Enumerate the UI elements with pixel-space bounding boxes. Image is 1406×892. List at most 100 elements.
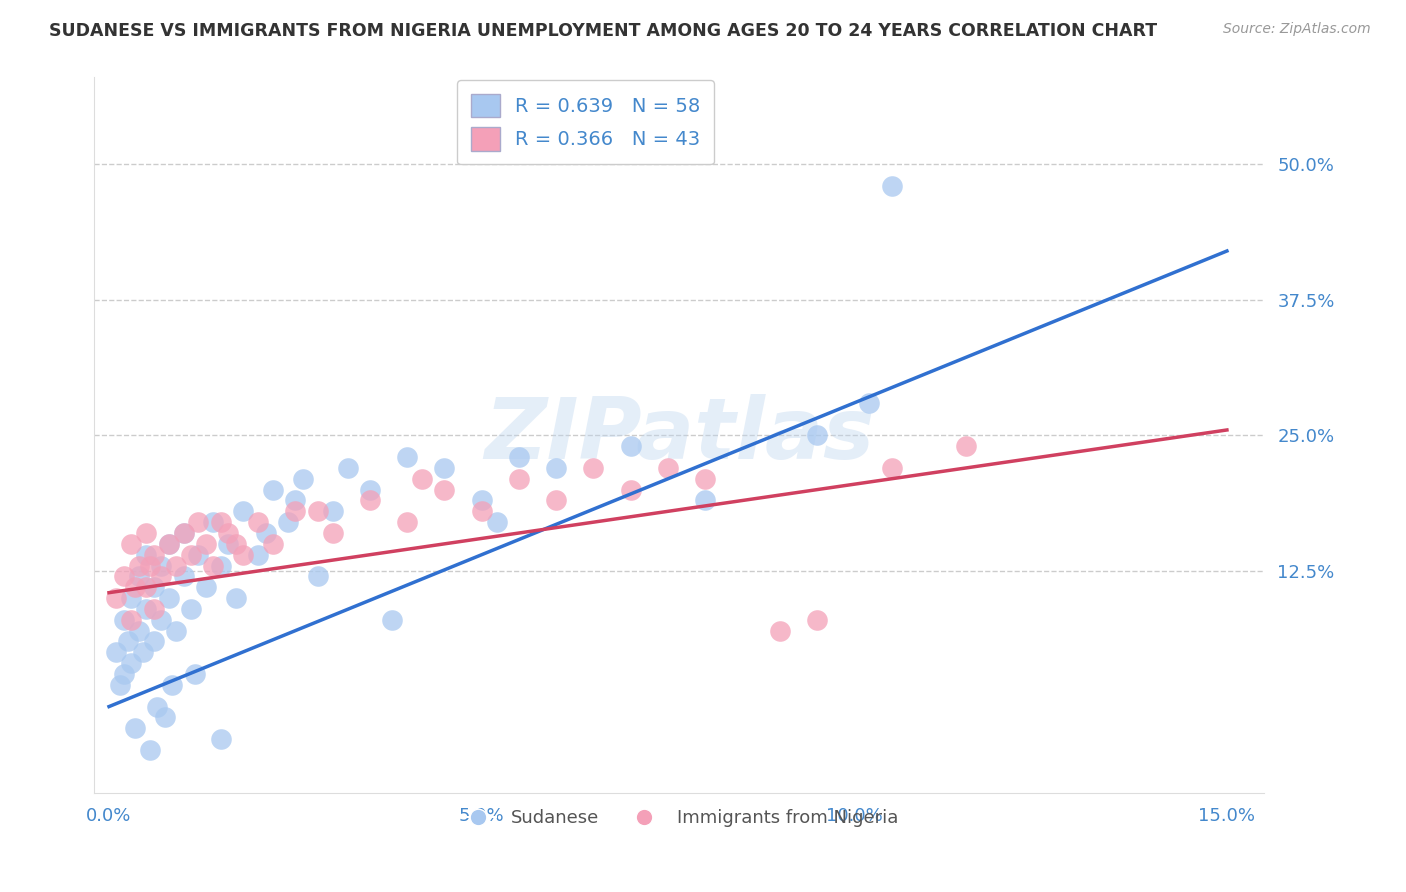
Point bbox=[806, 613, 828, 627]
Point bbox=[202, 558, 225, 573]
Point bbox=[336, 461, 359, 475]
Point bbox=[165, 624, 187, 638]
Point bbox=[247, 515, 270, 529]
Point bbox=[173, 569, 195, 583]
Point bbox=[112, 667, 135, 681]
Point bbox=[180, 548, 202, 562]
Legend: Sudanese, Immigrants from Nigeria: Sudanese, Immigrants from Nigeria bbox=[453, 802, 905, 834]
Point bbox=[277, 515, 299, 529]
Point bbox=[217, 526, 239, 541]
Point bbox=[620, 439, 643, 453]
Point bbox=[139, 558, 162, 573]
Point bbox=[254, 526, 277, 541]
Point bbox=[135, 580, 157, 594]
Point bbox=[359, 483, 381, 497]
Point bbox=[433, 483, 456, 497]
Point bbox=[806, 428, 828, 442]
Point bbox=[202, 515, 225, 529]
Point bbox=[157, 591, 180, 606]
Point bbox=[695, 493, 717, 508]
Point bbox=[695, 472, 717, 486]
Point bbox=[117, 634, 139, 648]
Point bbox=[546, 493, 568, 508]
Point bbox=[120, 537, 142, 551]
Point bbox=[105, 591, 128, 606]
Point bbox=[508, 450, 530, 464]
Point bbox=[128, 558, 150, 573]
Point bbox=[128, 624, 150, 638]
Point bbox=[359, 493, 381, 508]
Point bbox=[955, 439, 977, 453]
Point bbox=[131, 645, 153, 659]
Point bbox=[194, 537, 217, 551]
Point bbox=[307, 504, 329, 518]
Point bbox=[142, 602, 165, 616]
Point bbox=[880, 461, 903, 475]
Point bbox=[135, 548, 157, 562]
Point bbox=[433, 461, 456, 475]
Point bbox=[173, 526, 195, 541]
Point bbox=[322, 504, 344, 518]
Point bbox=[165, 558, 187, 573]
Point bbox=[108, 678, 131, 692]
Point bbox=[322, 526, 344, 541]
Point bbox=[471, 504, 494, 518]
Point bbox=[157, 537, 180, 551]
Point bbox=[135, 602, 157, 616]
Point bbox=[162, 678, 184, 692]
Point bbox=[209, 558, 232, 573]
Point bbox=[232, 548, 254, 562]
Point bbox=[225, 591, 247, 606]
Point bbox=[173, 526, 195, 541]
Point bbox=[657, 461, 679, 475]
Point bbox=[858, 396, 880, 410]
Point bbox=[142, 580, 165, 594]
Point bbox=[381, 613, 404, 627]
Point bbox=[128, 569, 150, 583]
Point bbox=[146, 699, 169, 714]
Point bbox=[180, 602, 202, 616]
Point bbox=[396, 450, 419, 464]
Point bbox=[124, 580, 146, 594]
Point bbox=[546, 461, 568, 475]
Point bbox=[124, 721, 146, 735]
Point bbox=[135, 526, 157, 541]
Point bbox=[485, 515, 508, 529]
Point bbox=[307, 569, 329, 583]
Text: ZIPatlas: ZIPatlas bbox=[484, 394, 875, 477]
Point bbox=[284, 493, 307, 508]
Point bbox=[157, 537, 180, 551]
Point bbox=[139, 743, 162, 757]
Point bbox=[508, 472, 530, 486]
Point bbox=[582, 461, 605, 475]
Point bbox=[120, 613, 142, 627]
Point bbox=[150, 613, 173, 627]
Text: SUDANESE VS IMMIGRANTS FROM NIGERIA UNEMPLOYMENT AMONG AGES 20 TO 24 YEARS CORRE: SUDANESE VS IMMIGRANTS FROM NIGERIA UNEM… bbox=[49, 22, 1157, 40]
Point bbox=[209, 515, 232, 529]
Point bbox=[150, 569, 173, 583]
Point bbox=[153, 710, 176, 724]
Point bbox=[247, 548, 270, 562]
Point bbox=[183, 667, 205, 681]
Point bbox=[194, 580, 217, 594]
Point bbox=[411, 472, 433, 486]
Point bbox=[120, 591, 142, 606]
Point bbox=[262, 483, 284, 497]
Point bbox=[209, 732, 232, 747]
Point bbox=[769, 624, 792, 638]
Point bbox=[142, 548, 165, 562]
Point bbox=[396, 515, 419, 529]
Point bbox=[471, 493, 494, 508]
Point bbox=[262, 537, 284, 551]
Point bbox=[142, 634, 165, 648]
Point bbox=[880, 178, 903, 193]
Point bbox=[291, 472, 314, 486]
Point bbox=[217, 537, 239, 551]
Point bbox=[187, 548, 209, 562]
Point bbox=[225, 537, 247, 551]
Point bbox=[232, 504, 254, 518]
Point bbox=[284, 504, 307, 518]
Point bbox=[112, 569, 135, 583]
Point bbox=[105, 645, 128, 659]
Point bbox=[620, 483, 643, 497]
